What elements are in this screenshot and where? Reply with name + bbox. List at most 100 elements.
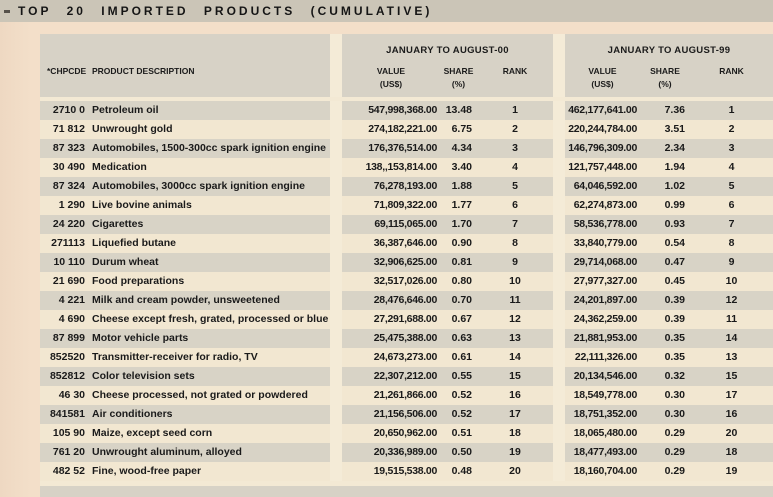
column-header-row: *CHPCDE PRODUCT DESCRIPTION VALUE SHARE … [40, 64, 773, 79]
cell-rank-aug99: 18 [690, 443, 773, 462]
cell-description: Food preparations [90, 272, 330, 291]
cell-description: Cheese except fresh, grated, processed o… [90, 310, 330, 329]
column-gap [553, 177, 565, 196]
cell-value-aug00: 24,673,273.00 [342, 348, 440, 367]
value-column-header-aug99: VALUE [565, 64, 640, 79]
cell-share-aug99: 0.30 [640, 386, 690, 405]
cell-chpcde: 21 690 [40, 272, 90, 291]
table-row: 105 90 Maize, except seed corn 20,650,962.… [40, 424, 773, 443]
share-column-header-aug99: SHARE [640, 64, 690, 79]
column-gap [553, 196, 565, 215]
chpcde-column-header: *CHPCDE [40, 64, 90, 79]
cell-chpcde: 87 324 [40, 177, 90, 196]
column-gap [330, 101, 342, 120]
column-gap [330, 215, 342, 234]
column-gap [330, 386, 342, 405]
cell-rank-aug99: 16 [690, 405, 773, 424]
table-row: 841581 Air conditioners 21,156,506.00 0.52 1… [40, 405, 773, 424]
cell-share-aug00: 0.52 [440, 386, 477, 405]
cell-description: Transmitter-receiver for radio, TV [90, 348, 330, 367]
cell-share-aug99: 1.94 [640, 158, 690, 177]
column-gap [330, 424, 342, 443]
cell-share-aug00: 13.48 [440, 101, 477, 120]
cell-value-aug00: 22,307,212.00 [342, 367, 440, 386]
cell-share-aug99: 0.39 [640, 291, 690, 310]
cell-value-aug00: 69,115,065.00 [342, 215, 440, 234]
cell-rank-aug99: 20 [690, 424, 773, 443]
cell-value-aug00: 32,906,625.00 [342, 253, 440, 272]
cell-share-aug99: 3.51 [640, 120, 690, 139]
table-header: JANUARY TO AUGUST-00 JANUARY TO AUGUST-9… [40, 34, 773, 97]
cell-share-aug99: 7.36 [640, 101, 690, 120]
cell-value-aug99: 18,160,704.00 [565, 462, 640, 481]
column-gap [553, 405, 565, 424]
cell-rank-aug00: 9 [477, 253, 553, 272]
cell-chpcde: 852520 [40, 348, 90, 367]
cell-chpcde: 4 690 [40, 310, 90, 329]
cell-rank-aug00: 2 [477, 120, 553, 139]
cell-rank-aug00: 18 [477, 424, 553, 443]
cell-description: Unwrought gold [90, 120, 330, 139]
cell-share-aug00: 0.80 [440, 272, 477, 291]
cell-share-aug99: 0.29 [640, 443, 690, 462]
column-gap [330, 64, 342, 79]
cell-share-aug00: 6.75 [440, 120, 477, 139]
cell-value-aug99: 121,757,448.00 [565, 158, 640, 177]
cell-value-aug99: 462,177,641.00 [565, 101, 640, 120]
cell-share-aug99: 1.02 [640, 177, 690, 196]
share-column-header-aug00: SHARE [440, 64, 477, 79]
cell-rank-aug00: 6 [477, 196, 553, 215]
cell-value-aug99: 24,362,259.00 [565, 310, 640, 329]
header-blank [90, 79, 330, 97]
cell-value-aug99: 62,274,873.00 [565, 196, 640, 215]
cell-chpcde: 841581 [40, 405, 90, 424]
cell-value-aug00: 28,476,646.00 [342, 291, 440, 310]
cell-description: Medication [90, 158, 330, 177]
cell-rank-aug99: 6 [690, 196, 773, 215]
cell-share-aug99: 2.34 [640, 139, 690, 158]
cell-share-aug99: 0.39 [640, 310, 690, 329]
cell-value-aug99: 18,549,778.00 [565, 386, 640, 405]
column-gap [553, 139, 565, 158]
column-gap [330, 158, 342, 177]
cell-chpcde: 46 30 [40, 386, 90, 405]
cell-share-aug00: 0.81 [440, 253, 477, 272]
column-gap [330, 139, 342, 158]
column-gap [553, 310, 565, 329]
table-row: 482 52 Fine, wood-free paper 19,515,538.00… [40, 462, 773, 481]
cell-share-aug99: 0.54 [640, 234, 690, 253]
cell-chpcde: 271113 [40, 234, 90, 253]
column-gap [330, 348, 342, 367]
cell-chpcde: 482 52 [40, 462, 90, 481]
cell-share-aug00: 0.52 [440, 405, 477, 424]
column-gap [330, 120, 342, 139]
group-label-row: JANUARY TO AUGUST-00 JANUARY TO AUGUST-9… [40, 34, 773, 64]
column-gap [553, 215, 565, 234]
cell-rank-aug99: 11 [690, 310, 773, 329]
column-gap [553, 348, 565, 367]
column-gap [553, 462, 565, 481]
group-header-aug99: JANUARY TO AUGUST-99 [565, 34, 773, 64]
cell-rank-aug99: 4 [690, 158, 773, 177]
cell-share-aug00: 0.48 [440, 462, 477, 481]
cell-value-aug00: 76,278,193.00 [342, 177, 440, 196]
cell-description: Cigarettes [90, 215, 330, 234]
column-gap [553, 367, 565, 386]
cell-value-aug99: 64,046,592.00 [565, 177, 640, 196]
table-row: 87 899 Motor vehicle parts 25,475,388.00 0.… [40, 329, 773, 348]
cell-rank-aug00: 4 [477, 158, 553, 177]
cell-share-aug00: 4.34 [440, 139, 477, 158]
cell-rank-aug00: 1 [477, 101, 553, 120]
cell-share-aug00: 0.63 [440, 329, 477, 348]
page-title: TOP 20 IMPORTED PRODUCTS (CUMULATIVE) [18, 4, 433, 18]
cell-chpcde: 71 812 [40, 120, 90, 139]
cell-rank-aug99: 3 [690, 139, 773, 158]
cell-rank-aug00: 3 [477, 139, 553, 158]
cell-description: Automobiles, 1500-300cc spark ignition e… [90, 139, 330, 158]
cell-rank-aug99: 8 [690, 234, 773, 253]
cell-description: Maize, except seed corn [90, 424, 330, 443]
cell-value-aug99: 21,881,953.00 [565, 329, 640, 348]
cell-share-aug99: 0.93 [640, 215, 690, 234]
cell-value-aug00: 32,517,026.00 [342, 272, 440, 291]
